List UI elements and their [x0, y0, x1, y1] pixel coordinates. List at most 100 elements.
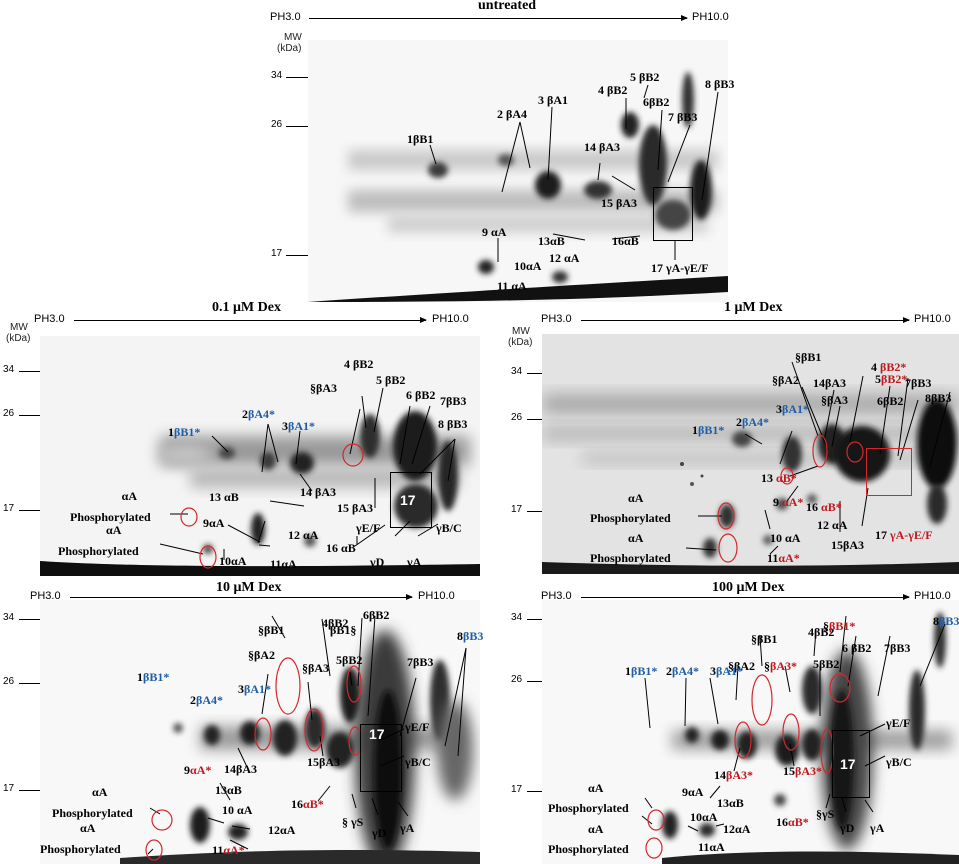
spot-label-5: 5βB2	[813, 657, 840, 671]
spot-label-5: 5 βB2	[630, 70, 660, 84]
highlight-box-17	[360, 724, 402, 792]
spot-label-gA: γA	[870, 821, 885, 835]
spot-label-sbB1b: βB1§	[330, 623, 357, 637]
spot-label-7: 7βB3	[905, 376, 932, 390]
gel-spots	[308, 40, 728, 302]
ph-gradient-arrow	[70, 594, 413, 600]
spot-label-8: 8 βB3	[438, 417, 468, 431]
highlight-box-17	[866, 448, 912, 496]
spot-label-17: 17	[840, 756, 856, 772]
label-leader-lines	[429, 84, 719, 262]
spot-label-7: 7βB3	[884, 641, 911, 655]
phospho-label-1: αA Phosphorylated	[70, 489, 151, 524]
spot-label-7: 7βB3	[440, 394, 467, 408]
spot-label-gBC: γB/C	[436, 521, 462, 535]
ph-gradient-arrow	[74, 317, 427, 323]
ph-right-label: PH10.0	[914, 313, 951, 325]
spot-label-1: 1βB1	[407, 132, 434, 146]
mw-marker-34: 34	[511, 366, 523, 377]
label-leader-lines	[685, 361, 951, 563]
mw-tick	[527, 791, 549, 792]
spot-label-gD: γD	[840, 821, 855, 835]
panel-title: untreated	[478, 0, 537, 13]
mw-header: MW (kDa)	[6, 322, 31, 344]
spot-label-3: 3βA1*	[282, 419, 315, 433]
spot-label-sbB1: §βB1	[795, 350, 822, 364]
mw-tick	[527, 419, 549, 420]
highlight-box-17	[832, 730, 870, 798]
mw-marker-34: 34	[511, 612, 523, 623]
mw-marker-34: 34	[3, 612, 15, 623]
panel-untreated: untreated PH3.0 PH10.0 MW (kDa) 34 26 17	[0, 0, 959, 302]
spot-label-8: 8βB3	[925, 391, 952, 405]
ph-left-label: PH3.0	[30, 590, 61, 602]
spot-label-12: 12αA	[723, 822, 751, 836]
spot-label-9: 9αA*	[184, 763, 212, 777]
mw-marker-26: 26	[511, 674, 523, 685]
spot-label-9: 9αA	[203, 516, 225, 530]
spot-label-17: 17 γA-γE/F	[875, 528, 933, 542]
spot-label-sbA2: §βA2	[772, 373, 799, 387]
spot-label-sbA3: §βA3	[310, 381, 337, 395]
spot-label-6: 6 βB2	[406, 388, 436, 402]
spot-label-gD: γD	[370, 555, 385, 569]
mw-tick	[286, 255, 308, 256]
spot-label-12: 12 αA	[817, 518, 848, 532]
spot-label-9: 9 αA*	[773, 495, 804, 509]
spot-label-12: 12 αA	[288, 528, 319, 542]
spot-label-15: 15 βA3	[601, 196, 637, 210]
panel-title: 0.1 μM Dex	[212, 300, 281, 315]
phospho-label-2: αA Phosphorylated	[590, 531, 671, 565]
spot-label-2: 2βA4*	[736, 415, 769, 429]
spot-label-sbA3: §βA3	[302, 661, 329, 675]
spot-label-17: 17	[369, 726, 385, 742]
mw-tick	[19, 619, 41, 620]
phospho-label-2: αA Phosphorylated	[548, 822, 629, 856]
spot-label-gEF: γE/F	[356, 521, 381, 535]
mw-marker-17: 17	[511, 504, 523, 515]
spot-label-2: 2 βA4	[497, 107, 527, 121]
spot-label-14: 14 βA3	[300, 485, 336, 499]
highlight-box-17	[390, 472, 432, 528]
ph-right-label: PH10.0	[692, 11, 729, 23]
spot-label-3: 3βA1*	[776, 402, 809, 416]
spot-label-11: 11αA*	[767, 551, 800, 565]
spot-label-gS: §γS	[816, 807, 835, 821]
spot-label-8: 8βB3	[457, 629, 484, 643]
spot-label-6: 6 βB2	[842, 641, 872, 655]
spot-label-11: 11αA	[270, 557, 297, 571]
mw-tick	[286, 77, 308, 78]
mw-tick	[527, 511, 549, 512]
spot-label-2: 2βA4*	[190, 693, 223, 707]
mw-tick	[19, 415, 41, 416]
spot-label-8: 8 βB3	[705, 77, 735, 91]
spot-label-16: 16 αB*	[806, 500, 842, 514]
spot-label-6: 6βB2	[877, 394, 904, 408]
spot-label-1: 1βB1*	[692, 423, 725, 437]
mw-marker-26: 26	[511, 412, 523, 423]
spot-label-10: 10αA	[219, 554, 247, 568]
spot-label-6: 6βB2	[643, 95, 670, 109]
mw-tick	[527, 373, 549, 374]
spot-label-12: 12 αA	[549, 251, 580, 265]
spot-label-3: 3 βA1	[538, 93, 568, 107]
spot-label-2: 2βA4*	[242, 407, 275, 421]
ph-left-label: PH3.0	[270, 11, 301, 23]
spot-label-gEF: γE/F	[405, 720, 430, 734]
mw-tick	[19, 371, 41, 372]
mw-tick	[19, 683, 41, 684]
spot-label-14: 14βA3	[813, 376, 846, 390]
ph-gradient-arrow	[581, 594, 910, 600]
panel-dex-1: 1 μM Dex PH3.0 PH10.0 MW (kDa) 34 26 17	[480, 296, 959, 578]
mw-marker-34: 34	[3, 364, 15, 375]
mw-tick	[286, 126, 308, 127]
mw-marker-26: 26	[271, 119, 283, 130]
spot-label-16: 16αB*	[776, 815, 809, 829]
phospho-label-1: αA Phosphorylated	[590, 491, 671, 525]
highlight-box-17	[653, 187, 693, 241]
spot-label-10: 10αA	[690, 810, 718, 824]
spot-label-10: 10αA	[514, 259, 542, 273]
mw-marker-26: 26	[3, 408, 15, 419]
ph-gradient-arrow	[581, 317, 910, 323]
mw-marker-26: 26	[3, 676, 15, 687]
